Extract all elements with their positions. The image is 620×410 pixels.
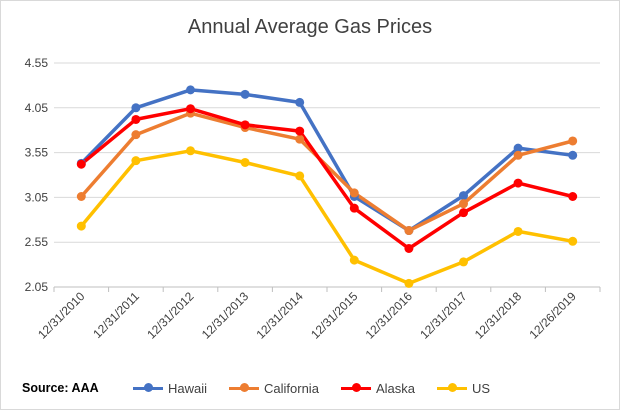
x-tick-label: 12/31/2015 — [308, 289, 361, 342]
y-tick-label: 3.55 — [25, 146, 49, 160]
y-tick-label: 4.05 — [25, 101, 49, 115]
y-tick-label: 3.05 — [25, 190, 49, 204]
data-point-us — [349, 255, 359, 265]
data-point-alaska — [349, 203, 359, 213]
data-point-alaska — [76, 159, 86, 169]
data-point-california — [76, 192, 86, 202]
x-tick-label: 12/31/2018 — [472, 289, 525, 342]
series-line-hawaii — [79, 88, 575, 233]
data-point-us — [240, 157, 250, 167]
x-tick-label: 12/31/2012 — [144, 289, 197, 342]
data-point-us — [76, 221, 86, 231]
data-point-alaska — [240, 120, 250, 130]
chart-title: Annual Average Gas Prices — [187, 16, 433, 38]
legend-item-alaska: Alaska — [340, 380, 415, 396]
data-point-alaska — [295, 126, 305, 136]
data-point-california — [295, 134, 305, 144]
data-point-hawaii — [131, 103, 141, 113]
legend-item-us: US — [436, 380, 491, 396]
data-point-hawaii — [459, 191, 468, 201]
data-point-alaska — [404, 243, 414, 253]
data-point-california — [459, 199, 468, 209]
source-label: Source: AAA — [22, 381, 99, 395]
data-point-us — [295, 171, 305, 181]
data-point-us — [513, 226, 523, 236]
legend-item-california: California — [229, 381, 319, 396]
data-point-alaska — [186, 104, 195, 114]
data-point-us — [459, 257, 468, 267]
data-point-us — [186, 146, 195, 156]
x-tick-label: 12/31/2010 — [35, 289, 88, 342]
legend-swatch-california — [229, 383, 260, 392]
data-point-hawaii — [240, 89, 250, 99]
y-tick-label: 2.05 — [25, 280, 49, 294]
x-tick-label: 12/31/2013 — [199, 289, 252, 342]
data-point-california — [513, 150, 523, 160]
data-point-hawaii — [513, 143, 523, 153]
data-point-california — [131, 130, 141, 140]
data-point-alaska — [513, 178, 523, 188]
legend-label-california: California — [264, 380, 319, 396]
x-tick-label: 12/31/2016 — [363, 289, 416, 342]
series-line-california — [79, 111, 575, 233]
data-point-hawaii — [295, 97, 305, 107]
data-point-california — [349, 188, 359, 198]
legend-label-us: US — [471, 380, 491, 396]
data-point-us — [568, 236, 578, 246]
data-point-us — [404, 278, 414, 288]
data-point-hawaii — [186, 85, 195, 95]
legend-label-hawaii: Hawaii — [168, 380, 208, 396]
data-point-hawaii — [568, 150, 578, 160]
legend: Hawaii California Alaska US — [133, 378, 512, 398]
x-tick-label: 12/31/2011 — [90, 289, 142, 341]
legend-swatch-hawaii — [133, 383, 163, 392]
x-tick-label: 12/26/2019 — [526, 289, 579, 342]
legend-swatch-alaska — [340, 383, 371, 392]
legend-swatch-us — [436, 383, 467, 392]
legend-label-alaska: Alaska — [375, 380, 415, 396]
data-point-alaska — [568, 192, 578, 202]
legend-item-hawaii: Hawaii — [133, 381, 207, 396]
data-point-alaska — [459, 208, 468, 218]
series-line-alaska — [79, 106, 575, 251]
y-tick-label: 2.55 — [25, 235, 49, 249]
y-tick-label: 4.55 — [25, 56, 49, 70]
data-point-alaska — [131, 114, 141, 124]
series-line-us — [79, 149, 575, 286]
data-point-us — [131, 156, 141, 166]
x-tick-label: 12/31/2014 — [253, 289, 306, 342]
data-point-california — [568, 136, 578, 146]
data-point-california — [404, 226, 414, 236]
x-tick-label: 12/31/2017 — [417, 289, 470, 342]
